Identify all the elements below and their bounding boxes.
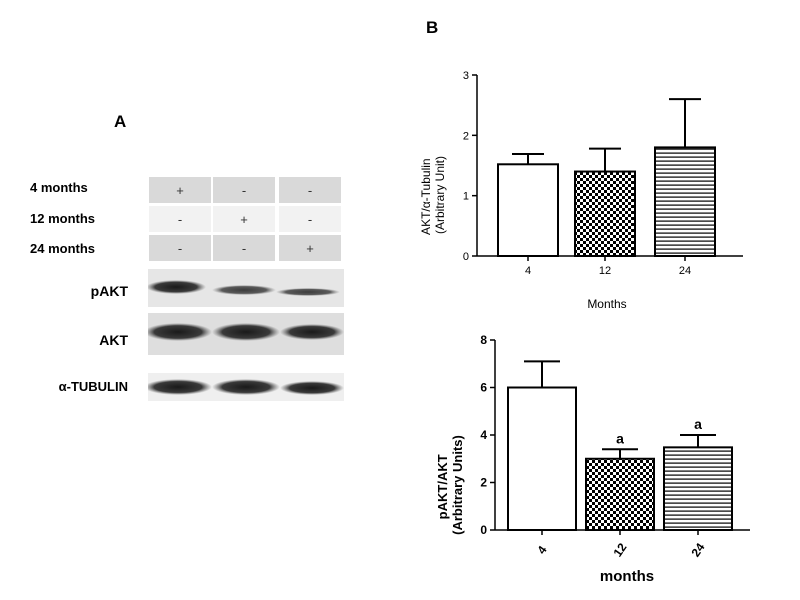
condition-mark: -: [279, 177, 341, 203]
y-axis-label-line2: (Arbitrary Unit): [433, 156, 447, 234]
bar: [654, 146, 716, 257]
x-axis-label: Months: [587, 297, 626, 311]
akt-band: [280, 324, 344, 340]
condition-label: 4 months: [30, 180, 88, 195]
y-tick-label: 2: [480, 476, 487, 490]
condition-label: 24 months: [30, 241, 96, 256]
condition-mark: -: [149, 235, 211, 261]
y-axis-label-line1: pAKT/AKT: [435, 454, 450, 519]
condition-mark: +: [279, 235, 341, 261]
x-tick-label: 12: [599, 265, 611, 277]
x-axis-label: months: [600, 568, 654, 585]
bar: [497, 163, 559, 257]
band-label-pakt: pAKT: [90, 283, 128, 299]
condition-mark: -: [213, 235, 275, 261]
pakt-band: [212, 285, 276, 295]
x-tick-label: 12: [610, 540, 629, 559]
pakt-band: [276, 288, 340, 296]
akt-band: [148, 323, 212, 341]
panel-b-letter: B: [426, 18, 439, 37]
y-axis-label-line2: (Arbitrary Units): [450, 435, 465, 535]
condition-mark: -: [213, 177, 275, 203]
bar: [574, 170, 636, 257]
y-tick-label: 3: [463, 70, 469, 82]
condition-mark: -: [279, 206, 341, 232]
y-tick-label: 0: [480, 523, 487, 537]
band-label-akt: AKT: [99, 332, 128, 348]
band-label-tubulin: α-TUBULIN: [58, 379, 128, 394]
condition-label: 12 months: [30, 211, 96, 226]
significance-label: a: [616, 430, 624, 446]
bar: [663, 446, 733, 531]
x-tick-label: 24: [679, 265, 691, 277]
pakt-akt-chart: pAKT/AKT (Arbitrary Units) 024684a12a24 …: [435, 333, 750, 585]
condition-mark: -: [149, 206, 211, 232]
y-tick-label: 1: [463, 191, 469, 203]
significance-label: a: [694, 416, 702, 432]
y-tick-label: 2: [463, 130, 469, 142]
condition-mark: +: [213, 206, 275, 232]
y-axis-label: pAKT/AKT (Arbitrary Units): [435, 435, 465, 535]
y-tick-label: 6: [480, 381, 487, 395]
pakt-band: [148, 280, 206, 294]
y-axis-label: AKT/α-Tubulin (Arbitrary Unit): [419, 155, 447, 235]
y-axis-label-line1: AKT/α-Tubulin: [419, 158, 433, 235]
bar: [585, 457, 655, 531]
tubulin-band: [148, 379, 212, 395]
panel-a-letter: A: [114, 112, 127, 131]
tubulin-band: [280, 381, 344, 395]
y-tick-label: 8: [480, 333, 487, 347]
x-tick-label: 24: [688, 540, 707, 559]
western-blot-image: [148, 269, 344, 401]
y-tick-label: 0: [463, 251, 469, 263]
x-tick-label: 4: [525, 265, 531, 277]
akt-band: [212, 323, 280, 341]
x-tick-label: 4: [534, 543, 549, 557]
y-tick-label: 4: [480, 428, 487, 442]
bar: [507, 386, 577, 531]
tubulin-band: [212, 379, 280, 395]
condition-mark: +: [149, 177, 211, 203]
